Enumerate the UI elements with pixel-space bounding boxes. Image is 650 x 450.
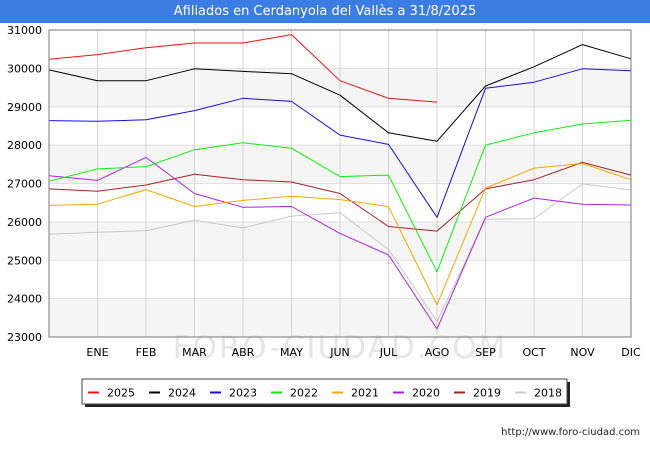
y-axis-ticks: 23000 24000 25000 26000 27000 28000 29000 30000…	[7, 24, 42, 344]
legend-label-2020: 2020	[412, 387, 440, 400]
legend-label-2018: 2018	[534, 387, 562, 400]
legend-label-2019: 2019	[473, 387, 501, 400]
series-line-2020	[48, 156, 632, 330]
y-tick-label: 28000	[7, 139, 42, 152]
x-axis-ticks: ENE FEB MAR ABR MAY JUN JUL AGO SEP OCT NOV DIC	[86, 346, 641, 359]
legend-label-2025: 2025	[107, 387, 135, 400]
series-line-2019	[48, 161, 632, 232]
x-tick-label: DIC	[621, 346, 641, 359]
x-tick-label: JUN	[329, 346, 350, 359]
y-tick-label: 23000	[7, 331, 42, 344]
legend: 2025 2024 2023 2022 2021 2020 2019 2018	[81, 378, 570, 407]
y-tick-label: 30000	[7, 62, 42, 75]
series-line-2021	[48, 163, 632, 306]
x-tick-label: MAR	[182, 346, 207, 359]
x-tick-label: ENE	[86, 346, 108, 359]
legend-box	[81, 378, 568, 405]
y-tick-label: 29000	[7, 101, 42, 114]
series-line-2018	[48, 183, 632, 323]
series-lines	[48, 34, 632, 330]
footer-url[interactable]: http://www.foro-ciudad.com	[501, 427, 640, 438]
x-tick-label: MAY	[280, 346, 303, 359]
y-tick-label: 24000	[7, 293, 42, 306]
x-tick-label: JUL	[379, 346, 398, 359]
x-tick-label: AGO	[425, 346, 450, 359]
x-tick-label: OCT	[522, 346, 545, 359]
series-line-2025	[48, 34, 438, 103]
legend-label-2024: 2024	[168, 387, 196, 400]
x-tick-label: SEP	[475, 346, 496, 359]
series-line-2022	[48, 119, 632, 273]
x-tick-label: FEB	[136, 346, 157, 359]
chart-title: Afiliados en Cerdanyola del Vallès a 31/…	[0, 0, 650, 23]
x-tick-label: ABR	[232, 346, 255, 359]
y-tick-label: 25000	[7, 254, 42, 267]
x-tick-label: NOV	[570, 346, 595, 359]
watermark: FORO-CIUDAD.COM	[173, 330, 508, 366]
y-tick-label: 27000	[7, 178, 42, 191]
series-line-2024	[48, 44, 632, 142]
legend-label-2022: 2022	[290, 387, 318, 400]
legend-label-2021: 2021	[351, 387, 379, 400]
y-tick-label: 26000	[7, 216, 42, 229]
y-tick-label: 31000	[7, 24, 42, 37]
legend-label-2023: 2023	[229, 387, 257, 400]
plot-area	[48, 29, 632, 338]
series-line-2023	[48, 68, 632, 218]
